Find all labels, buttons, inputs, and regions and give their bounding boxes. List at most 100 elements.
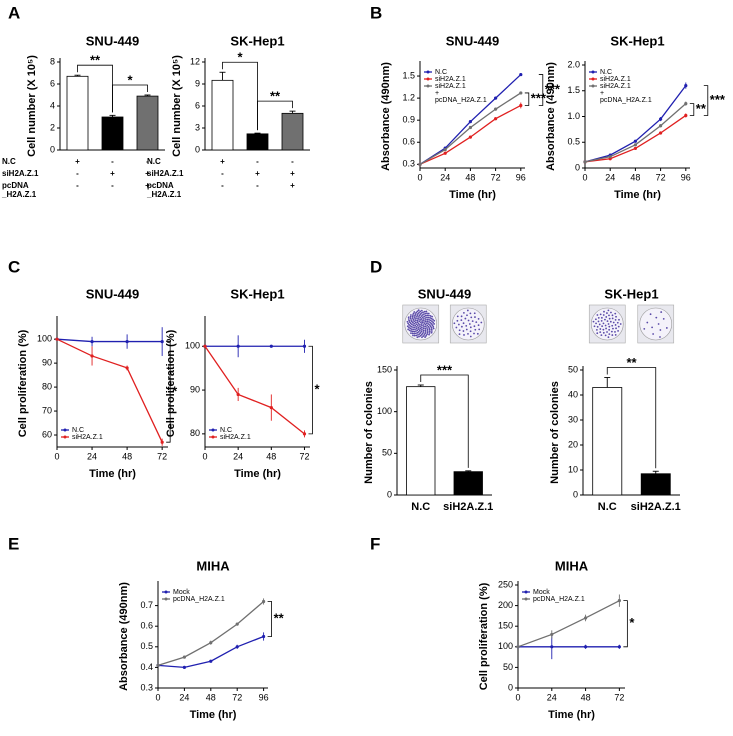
colony [425,310,428,313]
colony [606,320,609,323]
legend-swatch [591,70,595,74]
legend-label: + [600,90,604,97]
colony [600,334,603,337]
bar [66,75,89,151]
point [494,96,498,100]
colony [466,309,469,312]
colony [415,334,418,337]
colony [602,328,605,331]
colony [426,324,429,327]
point [443,148,447,152]
colony [419,334,422,337]
colony [409,315,412,318]
colony [412,318,415,321]
colony-plate [588,304,626,344]
colony [659,336,661,338]
colony [412,314,414,316]
point [617,599,621,603]
colony [429,321,432,324]
condition-sign: + [75,157,80,166]
colony [409,324,412,327]
y-tick-label: 9 [195,78,200,88]
legend-label: siH2A.Z.1 [435,76,466,83]
y-tick-label: 0 [195,144,200,154]
colony [412,326,414,329]
point [494,117,498,121]
colony [602,322,605,325]
colony [600,316,603,319]
colony [426,318,429,321]
sig-label: * [172,383,178,398]
colony [608,333,611,335]
colony [608,325,611,328]
colony [432,321,435,324]
legend-swatch [63,435,67,439]
y-tick-label: 2.0 [567,59,580,69]
x-tick-label: 24 [233,451,243,461]
legend-label: siH2A.Z.1 [600,83,631,90]
colony [598,323,601,326]
plate-dish [451,307,485,341]
point [235,622,239,626]
bar [246,133,269,151]
x-tick-label: 48 [122,451,132,461]
colony [424,323,427,326]
sig-bracket [420,374,469,468]
legend-swatch [426,70,430,74]
colony [420,309,423,312]
y-tick-label: 90 [190,384,200,394]
legend-label: pcDNA_H2A.Z.1 [600,97,652,104]
x-tick-label: 0 [515,692,520,702]
colony [474,316,476,318]
colony [412,324,415,327]
colony [407,322,410,325]
point [519,103,523,108]
colony [413,322,416,325]
colony [423,322,426,325]
y-tick-label: 3 [195,122,200,132]
x-tick-label: N.C [598,501,617,513]
colony [605,327,607,330]
point [209,659,213,663]
x-tick-label: 24 [547,692,557,702]
sig-bracket [538,74,544,106]
colony [416,315,418,318]
colony [414,332,417,335]
colony [617,325,620,328]
colony [453,322,456,325]
sig-bracket [112,84,148,113]
colony [429,317,432,319]
colony [414,324,417,327]
x-tick-label: 96 [516,172,526,182]
x-tick-label: 96 [681,172,691,182]
sig-bracket [703,85,709,116]
condition-sign: - [221,181,224,190]
colony [614,331,616,333]
y-tick-label: 0.3 [140,682,153,692]
colony [428,332,431,334]
legend-label: N.C [72,427,84,434]
colony [433,323,436,325]
colony [419,325,421,328]
series-line [157,600,265,666]
x-tick-label: 48 [581,692,591,702]
panel-label: F [370,534,380,553]
colony [431,324,434,327]
panel-label: E [8,534,19,553]
y-tick-label: 1.2 [402,92,415,102]
colony [600,319,603,322]
colony [423,325,425,328]
colony [409,327,412,330]
point [269,405,273,410]
point [519,91,523,95]
colony [456,315,459,318]
condition-label: pcDNA [147,181,174,190]
point [203,344,207,348]
sig-label: *** [710,92,726,107]
legend-swatch [524,597,528,601]
colony [599,331,602,334]
colony [406,320,409,323]
y-tick-label: 4 [50,100,55,110]
colony [428,318,431,321]
point [468,125,472,130]
